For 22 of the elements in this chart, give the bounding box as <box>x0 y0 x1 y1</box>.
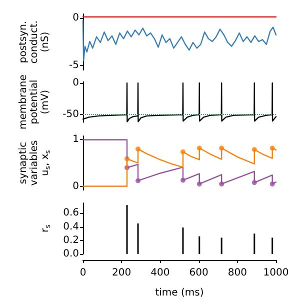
x-tick-label: 0 <box>80 268 86 278</box>
y-tick-label: 1 <box>72 134 79 146</box>
y-tick-label: 0 <box>72 12 79 24</box>
y-axis-title: postsyn. conduct. (nS) <box>18 20 51 64</box>
x-tick-label: 800 <box>228 268 247 278</box>
x-tick-label: 1000 <box>263 268 289 278</box>
x-axis-title: time (ms) <box>155 288 204 298</box>
y-tick-label: 0.6 <box>63 208 79 219</box>
y-tick-label: -50 <box>62 109 79 120</box>
y-axis-title: membrane potential (mV) <box>18 74 51 130</box>
y-tick-label: -5 <box>69 60 79 71</box>
y-tick-label: 0.0 <box>63 248 79 260</box>
line-series <box>82 20 277 62</box>
x-tick-label: 600 <box>189 268 208 278</box>
y-tick-label: 0.2 <box>63 234 79 246</box>
line-series <box>82 139 277 185</box>
y-tick-label: 0.4 <box>63 221 79 232</box>
y-tick-label: 0 <box>72 77 79 88</box>
x-tick-label: 400 <box>150 268 170 278</box>
y-tick-label: 0 <box>72 180 79 192</box>
x-tick-label: 200 <box>112 268 132 278</box>
line-series <box>82 82 277 122</box>
